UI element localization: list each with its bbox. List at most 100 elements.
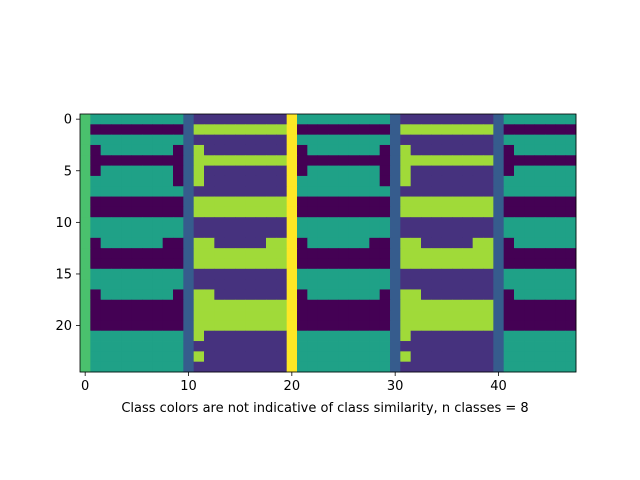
heatmap-cell xyxy=(255,196,267,208)
heatmap-cell xyxy=(204,248,215,259)
heatmap-cell xyxy=(338,227,350,239)
heatmap-cell xyxy=(452,227,463,239)
heatmap-cell xyxy=(462,165,474,177)
heatmap-cell xyxy=(297,351,308,363)
heatmap-cell xyxy=(111,361,122,373)
heatmap-cell xyxy=(255,330,267,342)
heatmap-cell xyxy=(514,114,525,125)
heatmap-cell xyxy=(410,186,422,197)
heatmap-cell xyxy=(545,227,556,239)
heatmap-cell xyxy=(545,175,556,187)
heatmap-cell xyxy=(152,279,164,290)
heatmap-cell xyxy=(565,248,577,259)
heatmap-cell xyxy=(534,155,546,166)
heatmap-cell xyxy=(121,289,133,301)
heatmap-cell xyxy=(565,279,577,290)
heatmap-cell xyxy=(565,196,577,208)
heatmap-cell xyxy=(545,217,556,228)
heatmap-cell xyxy=(493,248,505,259)
heatmap-cell xyxy=(152,144,164,156)
heatmap-cell xyxy=(173,310,184,321)
heatmap-cell xyxy=(173,320,184,332)
heatmap-cell xyxy=(545,289,556,301)
heatmap-cell xyxy=(307,175,319,187)
heatmap-cell xyxy=(307,310,319,321)
heatmap-cell xyxy=(131,268,143,280)
heatmap-cell xyxy=(204,175,215,187)
heatmap-cell xyxy=(235,361,246,373)
heatmap-cell xyxy=(90,175,102,187)
heatmap-cell xyxy=(565,186,577,197)
heatmap-cell xyxy=(390,248,401,259)
heatmap-cell xyxy=(545,258,556,270)
heatmap-cell xyxy=(266,341,277,352)
heatmap-cell xyxy=(410,361,422,373)
heatmap-cell xyxy=(555,258,567,270)
heatmap-cell xyxy=(462,310,474,321)
heatmap-cell xyxy=(421,206,432,218)
heatmap-cell xyxy=(152,124,164,136)
heatmap-cell xyxy=(183,196,195,208)
heatmap-cell xyxy=(472,320,484,332)
heatmap-cell xyxy=(555,114,567,125)
heatmap-cell xyxy=(266,124,277,136)
heatmap-cell xyxy=(111,299,122,311)
heatmap-cell xyxy=(431,196,443,208)
heatmap-cell xyxy=(359,320,370,332)
heatmap-cell xyxy=(431,134,443,146)
heatmap-cell xyxy=(307,341,319,352)
heatmap-cell xyxy=(493,299,505,311)
heatmap-cell xyxy=(390,227,401,239)
heatmap-cell xyxy=(80,289,91,301)
heatmap-cell xyxy=(359,227,370,239)
heatmap-cell xyxy=(307,299,319,311)
heatmap-cell xyxy=(338,341,350,352)
heatmap-cell xyxy=(142,351,153,363)
heatmap-cell xyxy=(400,124,412,136)
y-tick-label: 0 xyxy=(64,113,72,128)
heatmap-cell xyxy=(235,310,246,321)
heatmap-cell xyxy=(483,165,494,177)
heatmap-cell xyxy=(431,299,443,311)
heatmap-cell xyxy=(421,124,432,136)
heatmap-cell xyxy=(328,124,339,136)
heatmap-cell xyxy=(204,114,215,125)
heatmap-cell xyxy=(452,237,463,249)
heatmap-cell xyxy=(162,361,174,373)
heatmap-cell xyxy=(193,196,205,208)
heatmap-cell xyxy=(100,341,112,352)
heatmap-cell xyxy=(162,248,174,259)
x-tick-label: 10 xyxy=(180,379,197,394)
heatmap-cell xyxy=(410,217,422,228)
heatmap-cell xyxy=(235,144,246,156)
heatmap-cell xyxy=(359,217,370,228)
y-tick-label: 10 xyxy=(55,216,72,231)
heatmap-cell xyxy=(565,175,577,187)
heatmap-cell xyxy=(193,320,205,332)
heatmap-cell xyxy=(452,196,463,208)
heatmap-cell xyxy=(452,279,463,290)
heatmap-cell xyxy=(214,175,226,187)
heatmap-cell xyxy=(400,134,412,146)
heatmap-cell xyxy=(555,155,567,166)
heatmap-cell xyxy=(152,320,164,332)
heatmap-cell xyxy=(472,299,484,311)
heatmap-cell xyxy=(534,217,546,228)
heatmap-cell xyxy=(514,279,525,290)
heatmap-cell xyxy=(255,361,267,373)
heatmap-cell xyxy=(483,341,494,352)
heatmap-cell xyxy=(245,124,257,136)
heatmap-cell xyxy=(431,361,443,373)
heatmap-cell xyxy=(534,175,546,187)
heatmap-cell xyxy=(462,114,474,125)
heatmap-cell xyxy=(431,175,443,187)
heatmap-cell xyxy=(472,258,484,270)
heatmap-cell xyxy=(224,144,236,156)
heatmap-cell xyxy=(152,227,164,239)
heatmap-cell xyxy=(131,237,143,249)
heatmap-cell xyxy=(235,196,246,208)
heatmap-cell xyxy=(204,258,215,270)
heatmap-cell xyxy=(441,330,453,342)
heatmap-cell xyxy=(462,289,474,301)
heatmap-cell xyxy=(431,217,443,228)
